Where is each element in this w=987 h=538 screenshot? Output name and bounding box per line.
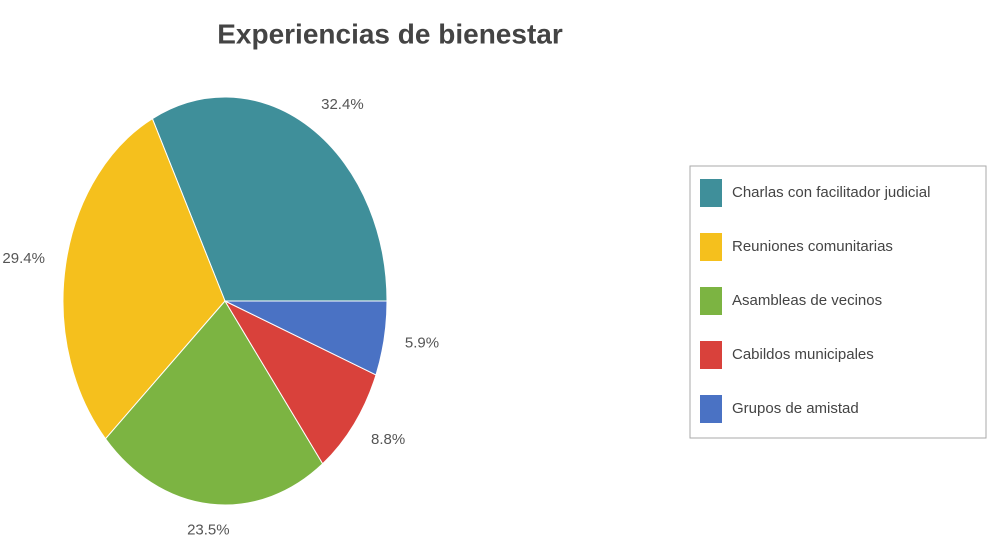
data-label: 29.4% [2,250,45,267]
legend-swatch [700,233,722,261]
legend-swatch [700,341,722,369]
data-label: 23.5% [187,522,230,538]
data-label: 5.9% [405,334,439,351]
pie-slice [104,300,324,506]
chart-title: Experiencias de bienestar [217,18,563,49]
legend-box [689,165,987,439]
legend-swatch [700,287,722,315]
legend-label: Grupos de amistad [732,400,859,417]
data-label: 8.8% [371,431,405,448]
legend-label: Charlas con facilitador judicial [732,184,930,201]
pie-slice [224,300,388,376]
legend-swatch [700,395,722,423]
pie-slice [223,299,377,465]
legend-swatch [700,179,722,207]
legend-label: Asambleas de vecinos [732,292,882,309]
pie-slice [151,96,388,302]
pie-slice [62,117,226,440]
legend-label: Cabildos municipales [732,346,874,363]
legend-label: Reuniones comunitarias [732,238,893,255]
data-label: 32.4% [321,96,364,113]
